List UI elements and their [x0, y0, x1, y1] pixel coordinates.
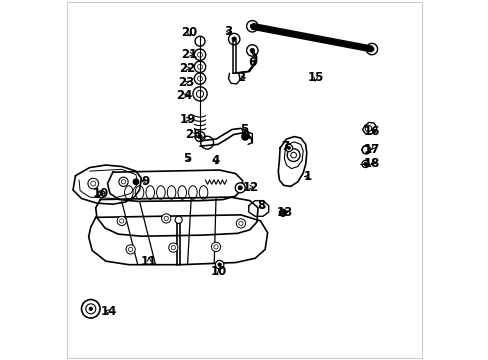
- Circle shape: [119, 177, 128, 186]
- Circle shape: [217, 263, 221, 266]
- Text: 11: 11: [141, 255, 157, 267]
- Text: 22: 22: [179, 62, 195, 75]
- Text: 13: 13: [276, 206, 292, 219]
- Text: 8: 8: [257, 199, 265, 212]
- Text: 5: 5: [183, 152, 191, 165]
- Circle shape: [285, 144, 292, 152]
- Text: 1: 1: [303, 170, 311, 183]
- Text: 10: 10: [92, 187, 109, 200]
- Text: 19: 19: [180, 113, 196, 126]
- Text: 16: 16: [363, 126, 379, 139]
- Circle shape: [241, 133, 248, 140]
- Text: 3: 3: [224, 25, 232, 38]
- Circle shape: [133, 179, 139, 185]
- Circle shape: [250, 48, 254, 53]
- Circle shape: [198, 134, 202, 139]
- Circle shape: [279, 209, 286, 216]
- Circle shape: [236, 219, 245, 228]
- Text: 4: 4: [211, 154, 220, 167]
- Text: 21: 21: [181, 48, 197, 60]
- Circle shape: [211, 242, 220, 252]
- Text: 15: 15: [307, 71, 323, 84]
- Circle shape: [168, 243, 178, 252]
- Circle shape: [161, 214, 170, 223]
- Text: 10: 10: [210, 265, 226, 278]
- Circle shape: [117, 216, 126, 226]
- Circle shape: [363, 162, 366, 166]
- Circle shape: [235, 183, 244, 193]
- Text: 12: 12: [242, 181, 259, 194]
- Circle shape: [369, 47, 373, 51]
- Circle shape: [238, 186, 242, 190]
- Circle shape: [98, 191, 105, 198]
- Text: 5: 5: [239, 123, 247, 136]
- Text: 14: 14: [101, 305, 117, 318]
- Text: 24: 24: [176, 89, 192, 102]
- Text: 7: 7: [281, 140, 289, 153]
- Text: 23: 23: [177, 76, 194, 89]
- Circle shape: [215, 260, 224, 269]
- Text: 20: 20: [181, 26, 197, 39]
- Text: 9: 9: [141, 175, 149, 188]
- Circle shape: [89, 307, 92, 311]
- Circle shape: [100, 193, 102, 195]
- Text: 18: 18: [363, 157, 379, 170]
- Text: 2: 2: [236, 71, 244, 84]
- Circle shape: [232, 37, 236, 41]
- Circle shape: [250, 24, 254, 28]
- Text: 17: 17: [363, 143, 379, 156]
- Circle shape: [88, 178, 99, 189]
- Circle shape: [175, 216, 182, 224]
- Circle shape: [126, 245, 135, 254]
- Circle shape: [286, 149, 300, 162]
- Text: 6: 6: [248, 57, 256, 69]
- Circle shape: [287, 147, 290, 149]
- Text: 25: 25: [184, 128, 201, 141]
